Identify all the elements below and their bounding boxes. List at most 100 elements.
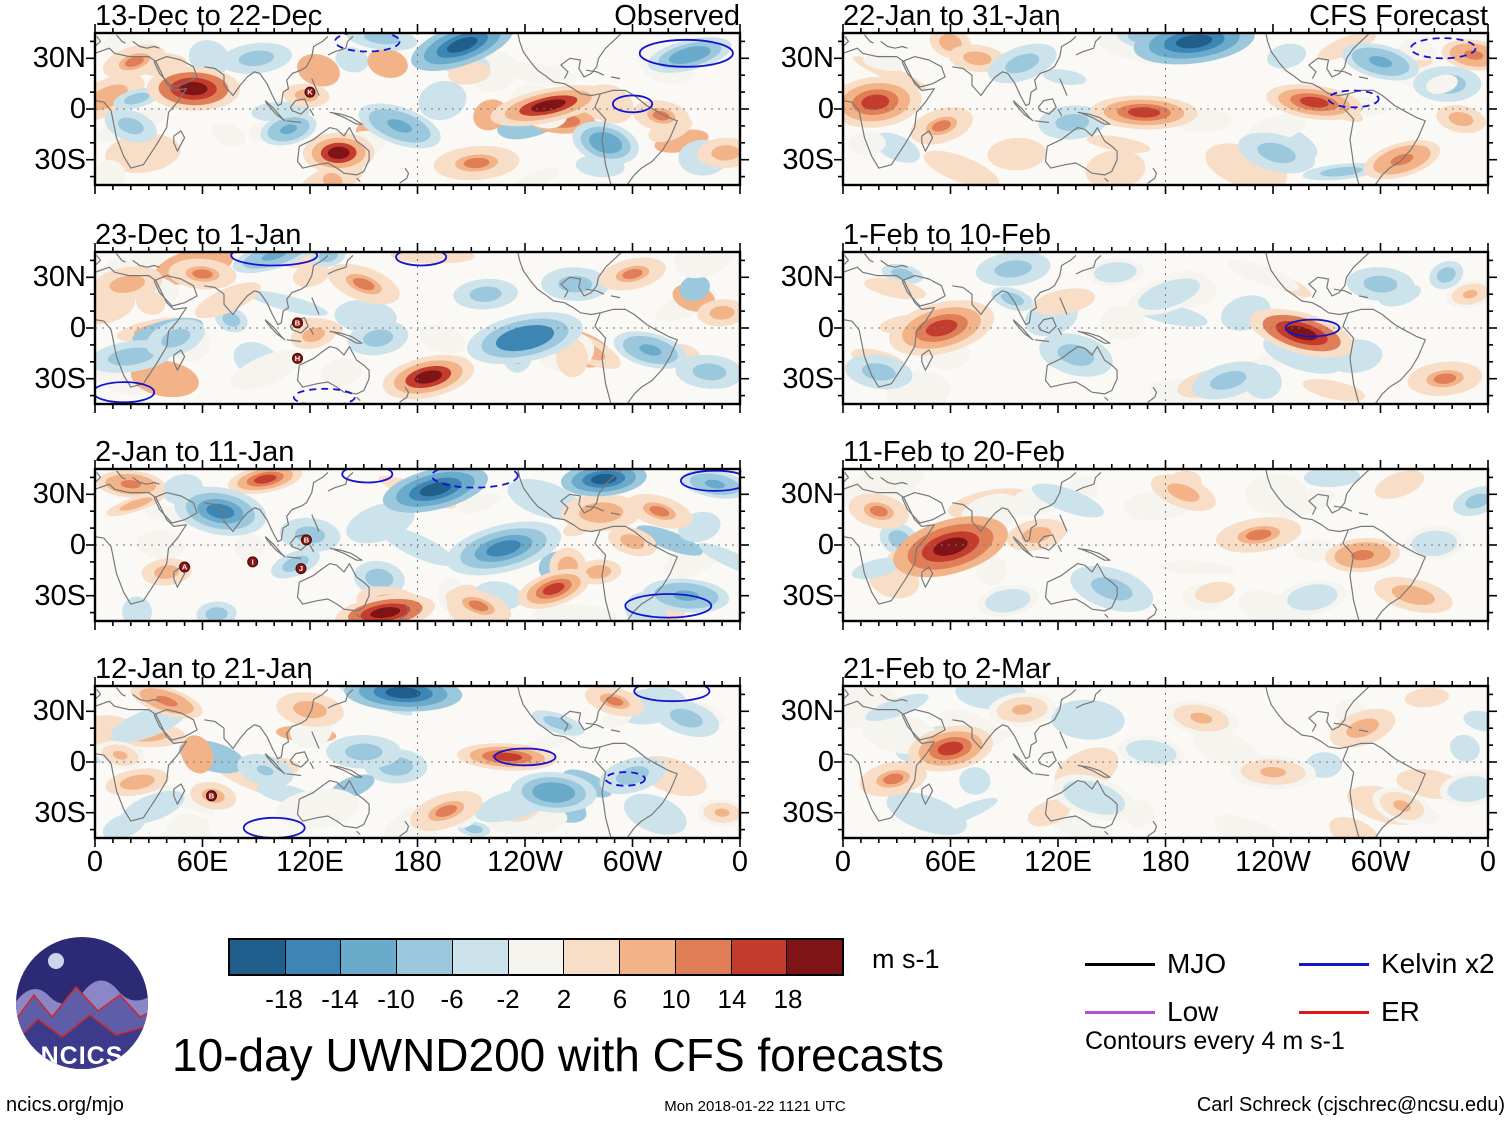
- x-tick-label: 60W: [1350, 846, 1411, 878]
- colorbar-tick-label: -14: [321, 984, 359, 1014]
- y-tick-label: 30S: [782, 796, 834, 829]
- svg-text:A: A: [182, 563, 188, 572]
- figure-title: 10-day UWND200 with CFS forecasts: [172, 1029, 945, 1081]
- colorbar-segment: [787, 940, 843, 974]
- panel-title-row: 13-Dec to 22-Dec Observed: [95, 1, 740, 31]
- y-tick-label: 30N: [32, 478, 86, 511]
- logo-moon-icon: [48, 953, 64, 969]
- x-tick-label: 0: [1479, 846, 1497, 878]
- panel-title-row: 22-Jan to 31-Jan CFS Forecast: [843, 1, 1488, 31]
- y-tick-label: 30S: [34, 796, 86, 829]
- legend-item-label: ER: [1381, 996, 1420, 1027]
- x-tick-label: 180: [393, 846, 442, 878]
- legend-note: Contours every 4 m s-1: [1085, 1027, 1345, 1055]
- map-panel: [834, 460, 1497, 630]
- x-tick-label: 120E: [1024, 846, 1092, 878]
- panel-title-row: 23-Dec to 1-Jan: [95, 220, 740, 250]
- panel-title-row: 1-Feb to 10-Feb: [843, 220, 1488, 250]
- y-tick-label: 30S: [34, 143, 86, 176]
- colorbar-tick-label: 14: [717, 984, 747, 1014]
- x-tick-label: 60E: [924, 846, 977, 878]
- colorbar-tick-label: -2: [496, 984, 520, 1014]
- legend-item: MJO: [1085, 948, 1299, 980]
- y-tick-label: 30N: [32, 261, 86, 294]
- y-tick-label: 0: [817, 746, 834, 778]
- y-tick-label: 30N: [32, 42, 86, 75]
- colorbar-tick-label: -6: [440, 984, 464, 1014]
- colorbar-tick-label: 10: [661, 984, 691, 1014]
- panel-title: 2-Jan to 11-Jan: [95, 436, 295, 468]
- x-tick-label: 120W: [1235, 846, 1311, 878]
- panel-title: 12-Jan to 21-Jan: [95, 653, 313, 685]
- panel-title: 23-Dec to 1-Jan: [95, 219, 302, 251]
- svg-text:B: B: [209, 791, 215, 800]
- colorbar-segment: [452, 940, 509, 974]
- legend-item: ER: [1299, 996, 1510, 1028]
- logo-text: NCICS: [41, 1042, 124, 1070]
- x-tick-label: 0: [86, 846, 104, 878]
- svg-text:B: B: [304, 536, 310, 545]
- legend-line-sample: [1299, 1010, 1369, 1014]
- colorbar-segment: [230, 940, 286, 974]
- legend-item-label: Low: [1167, 996, 1219, 1027]
- map-panel: [834, 677, 1497, 847]
- column-header: Observed: [614, 0, 740, 32]
- x-tick-label: 180: [1141, 846, 1190, 878]
- panel-title: 13-Dec to 22-Dec: [95, 0, 323, 32]
- y-tick-label: 30N: [780, 695, 834, 728]
- svg-text:I: I: [252, 558, 254, 567]
- y-tick-label: 30N: [780, 261, 834, 294]
- legend-item: Low: [1085, 996, 1299, 1028]
- panel-title-row: 2-Jan to 11-Jan: [95, 437, 740, 467]
- svg-text:H: H: [295, 354, 300, 363]
- x-tick-label: 60E: [176, 846, 229, 878]
- colorbar-unit-label: m s-1: [872, 944, 940, 974]
- column-header: CFS Forecast: [1309, 0, 1488, 32]
- colorbar-segment: [341, 940, 398, 974]
- y-tick-label: 0: [69, 529, 86, 561]
- svg-text:B: B: [295, 319, 301, 328]
- legend-item-label: Kelvin x2: [1381, 948, 1495, 979]
- panel-title: 1-Feb to 10-Feb: [843, 219, 1051, 251]
- legend-line-sample: [1085, 962, 1155, 966]
- colorbar-segment: [564, 940, 621, 974]
- panel-title: 21-Feb to 2-Mar: [843, 653, 1051, 685]
- map-panel: B: [86, 677, 749, 847]
- colorbar-segment: [620, 940, 676, 974]
- colorbar-tick-label: 2: [556, 984, 572, 1014]
- panel-title: 22-Jan to 31-Jan: [843, 0, 1061, 32]
- y-tick-label: 30S: [34, 362, 86, 395]
- legend-line-sample: [1299, 962, 1369, 966]
- colorbar-tick-label: -10: [377, 984, 415, 1014]
- map-panel: K: [86, 24, 749, 194]
- x-tick-label: 0: [834, 846, 852, 878]
- map-panel: [834, 243, 1497, 413]
- colorbar-segment: [397, 940, 453, 974]
- footer-url: ncics.org/mjo: [6, 1094, 124, 1116]
- y-tick-label: 0: [69, 746, 86, 778]
- y-tick-label: 30N: [780, 42, 834, 75]
- y-tick-label: 30S: [782, 579, 834, 612]
- y-tick-label: 30S: [782, 143, 834, 176]
- colorbar: [228, 938, 844, 976]
- footer-credit: Carl Schreck (cjschrec@ncsu.edu): [1196, 1094, 1505, 1116]
- contour-legend: MJO Kelvin x2 Low ER: [1085, 948, 1510, 1028]
- legend-item-label: MJO: [1167, 948, 1227, 979]
- panel-title: 11-Feb to 20-Feb: [843, 436, 1065, 468]
- map-panel: A I B J: [86, 460, 749, 630]
- svg-text:J: J: [299, 564, 303, 573]
- colorbar-segment: [675, 940, 732, 974]
- panel-title-row: 21-Feb to 2-Mar: [843, 654, 1488, 684]
- logo-mountain-front: [16, 1014, 148, 1069]
- y-tick-label: 0: [817, 529, 834, 561]
- x-tick-label: 120E: [276, 846, 344, 878]
- colorbar-tick-label: 18: [773, 984, 803, 1014]
- y-tick-label: 0: [69, 312, 86, 344]
- colorbar-segment: [731, 940, 788, 974]
- y-tick-label: 0: [817, 312, 834, 344]
- x-tick-label: 60W: [602, 846, 663, 878]
- colorbar-segment: [508, 940, 565, 974]
- y-tick-label: 30S: [782, 362, 834, 395]
- svg-text:K: K: [307, 88, 313, 97]
